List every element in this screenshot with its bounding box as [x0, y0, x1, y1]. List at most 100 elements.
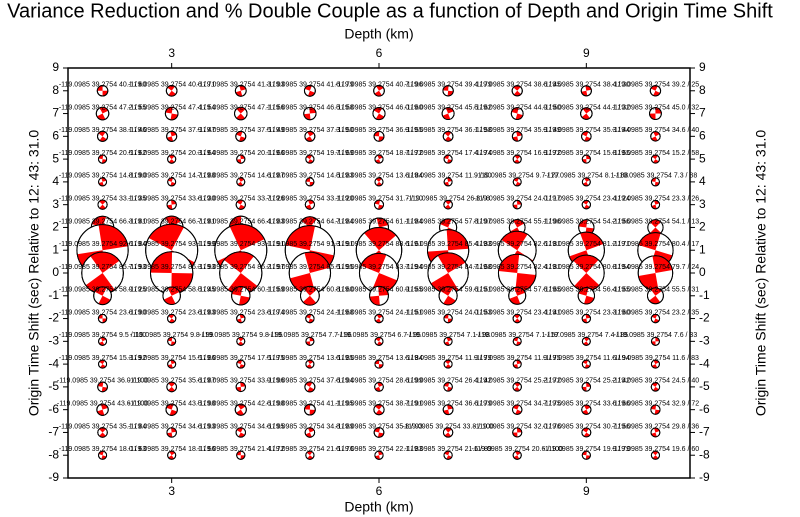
beachball-quadrant	[584, 204, 590, 209]
point-label: -119.0985 39.2754 7.4 / 85	[545, 332, 629, 339]
beachball-outline	[581, 131, 592, 142]
beachball	[443, 313, 453, 324]
beachball-outline	[577, 287, 596, 305]
beachball-outline	[299, 285, 320, 306]
beachball	[443, 450, 453, 460]
beachball-quadrant	[167, 85, 175, 91]
beachball-quadrant	[586, 155, 591, 160]
beachball-outline	[372, 106, 386, 121]
beachball-quadrant	[376, 217, 389, 228]
beachball-outline	[166, 130, 178, 142]
beachball-quadrant	[240, 455, 245, 460]
point-label: -119.0985 39.2754 23.4 / 24	[543, 196, 631, 203]
beachball-quadrant	[447, 177, 453, 182]
point-label: -119.0985 39.2754 31.7 / 10	[335, 196, 423, 203]
beachball-quadrant	[236, 113, 246, 120]
beachball-quadrant	[305, 136, 313, 142]
beachball-quadrant	[307, 360, 314, 365]
beachball-quadrant	[513, 204, 518, 209]
point-label: -119.0985 39.2754 36.1 / 58	[404, 127, 492, 134]
point-label: -119.0985 39.2754 7.3 / 88	[614, 173, 698, 180]
beachball	[373, 84, 385, 97]
x-axis-label-top: Depth (km)	[344, 26, 413, 42]
beachball	[305, 177, 315, 187]
y-tick-label: 2	[52, 220, 59, 234]
beachball	[512, 336, 522, 346]
beachball	[581, 427, 592, 438]
beachball-outline	[580, 107, 593, 120]
beachball	[304, 381, 316, 393]
point-label: -119.0985 39.2754 23.3 / 26	[612, 196, 700, 203]
beachball-quadrant	[655, 337, 660, 342]
beachball	[443, 359, 453, 369]
beachball-quadrant	[513, 90, 522, 96]
point-label: -119.0985 39.2754 47.4 / 54	[128, 104, 216, 111]
point-label: -119.0985 39.2754 38.4 / 30	[543, 82, 631, 89]
point-label: -119.0985 39.2754 81.2 / 71	[543, 241, 631, 248]
point-label: -119.0985 39.2754 35.9 / 49	[473, 127, 561, 134]
y-axis-label: Origin Time Shift (sec) Relative to 12: …	[26, 130, 42, 417]
point-label: -119.0985 39.2754 23.3 / 60	[543, 309, 631, 316]
beachball-quadrant	[307, 131, 315, 137]
beachball-outline	[305, 313, 315, 324]
beachball-outline	[167, 450, 177, 460]
beachball-quadrant	[498, 254, 520, 273]
beachball-quadrant	[446, 229, 469, 251]
beachball-quadrant	[447, 318, 453, 323]
beachball-quadrant	[165, 107, 173, 114]
beachball	[637, 255, 674, 291]
beachball-quadrant	[169, 318, 175, 323]
beachball-outline	[166, 381, 177, 393]
beachball-quadrant	[97, 382, 104, 387]
point-label: -119.0985 39.2754 34.8 / 89	[266, 423, 354, 430]
beachball-quadrant	[167, 287, 180, 296]
beachball	[511, 130, 523, 142]
beachball-quadrant	[168, 386, 176, 392]
point-label: -119.0985 39.2754 34.7 / 75	[473, 401, 561, 408]
beachball-quadrant	[582, 318, 588, 323]
beachball-outline	[581, 359, 591, 369]
beachball	[512, 154, 522, 164]
point-label: -119.0985 39.2754 14.5 / 83	[266, 173, 354, 180]
point-label: -119.0985 39.2754 37.5 / 49	[197, 127, 285, 134]
beachball-quadrant	[581, 90, 588, 96]
beachball	[581, 336, 591, 346]
point-label: -119.0985 39.2754 18.0 / 63	[59, 446, 147, 453]
beachball-quadrant	[374, 90, 382, 97]
beachball-quadrant	[238, 177, 245, 182]
beachball	[162, 286, 181, 306]
beachball-quadrant	[306, 155, 312, 160]
point-label: -119.0985 39.2754 33.1 / 20	[266, 196, 354, 203]
beachball-quadrant	[375, 318, 382, 323]
beachball-outline	[442, 427, 454, 438]
beachball-outline	[96, 130, 109, 142]
beachball-quadrant	[374, 455, 380, 460]
beachball-outline	[510, 107, 524, 120]
y-tick-label: -9	[48, 470, 59, 484]
beachball	[438, 286, 458, 306]
beachball-outline	[650, 336, 660, 346]
y-tick-label: -7	[48, 425, 59, 439]
point-label: -119.0985 39.2754 33.1 / 35	[59, 196, 147, 203]
beachball-quadrant	[168, 155, 175, 160]
beachball	[98, 336, 108, 346]
beachball-quadrant	[582, 386, 587, 392]
point-label: -119.0985 39.2754 9.7 / 77	[475, 173, 559, 180]
y-tick-label: -5	[48, 379, 59, 393]
beachball-quadrant	[649, 295, 661, 304]
beachball-quadrant	[171, 427, 177, 433]
beachball	[512, 199, 522, 210]
beachball-quadrant	[374, 427, 381, 433]
beachball-outline	[650, 177, 660, 187]
beachball	[305, 313, 315, 324]
beachball-quadrant	[307, 455, 314, 460]
beachball	[305, 336, 315, 346]
beachball-quadrant	[148, 224, 184, 251]
beachball-outline	[649, 85, 662, 97]
point-label: -119.0985 39.2754 40.1 / 60	[59, 82, 147, 89]
beachball-quadrant	[99, 427, 106, 433]
point-label: -119.0985 39.2754 11.9 / 79	[405, 355, 492, 362]
beachball	[373, 130, 385, 142]
beachball-outline	[97, 427, 108, 438]
beachball-quadrant	[301, 216, 317, 228]
